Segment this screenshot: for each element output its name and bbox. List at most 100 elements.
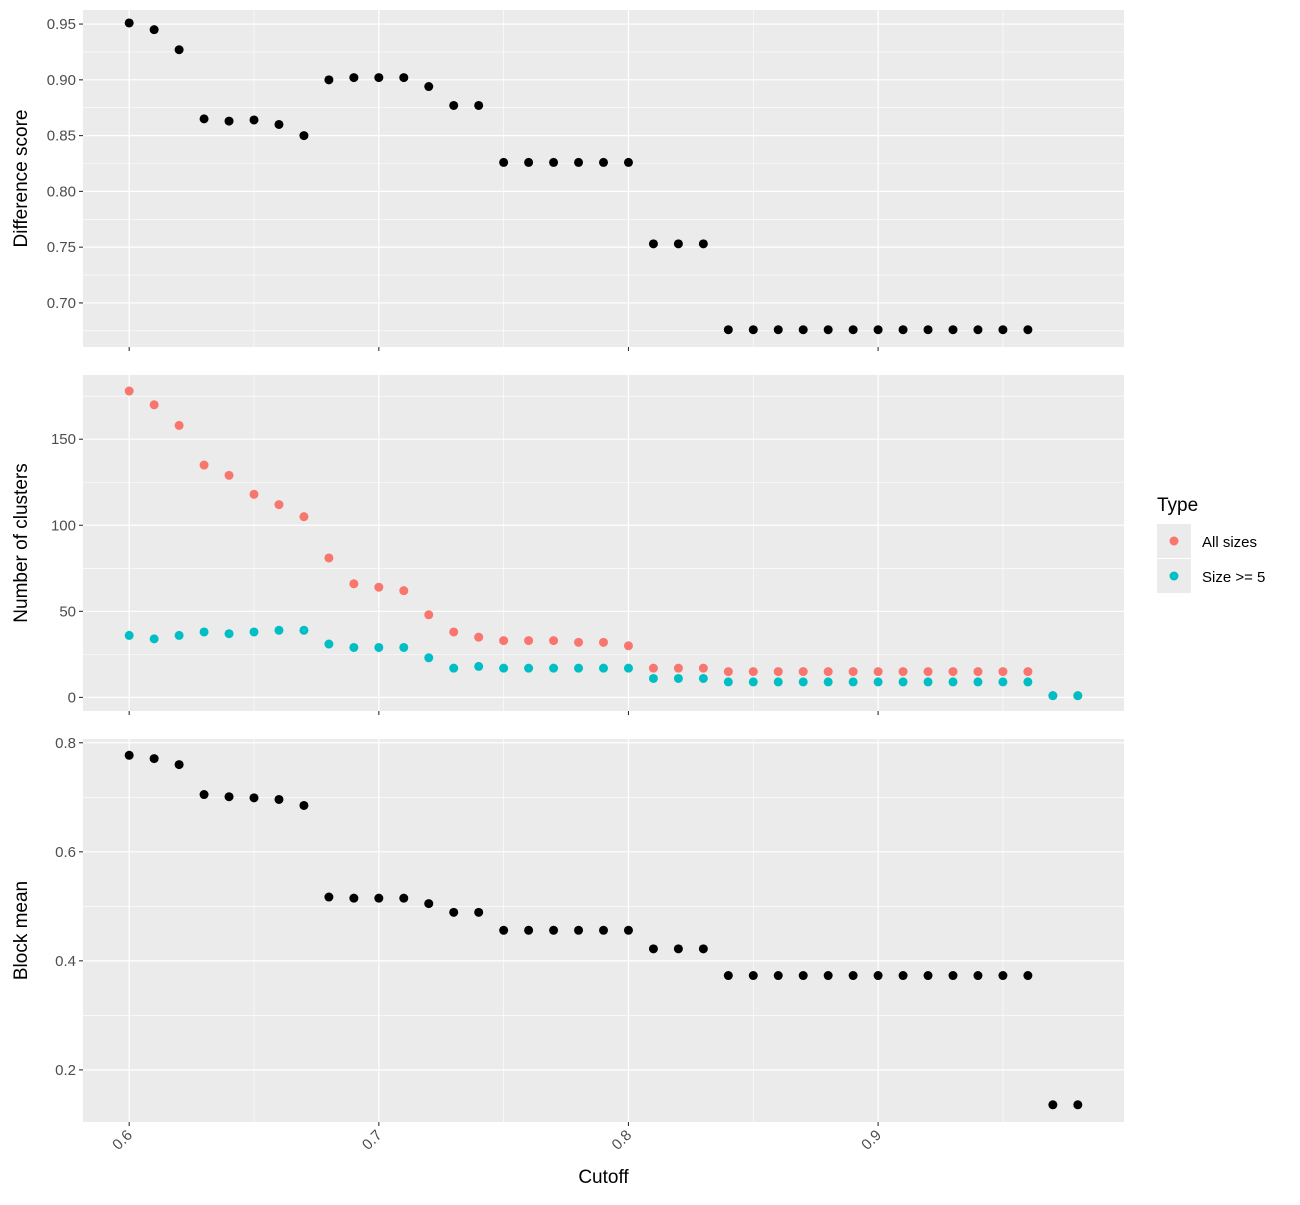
data-point: [549, 636, 559, 646]
data-point: [224, 792, 234, 802]
data-point: [623, 925, 633, 935]
data-point: [324, 892, 334, 902]
data-point: [199, 627, 209, 637]
y-tick-label: 150: [51, 431, 76, 448]
y-tick-label: 0.80: [47, 183, 76, 200]
data-point: [174, 45, 184, 55]
y-tick-label: 0: [68, 689, 76, 706]
data-point: [848, 677, 858, 687]
data-point: [973, 677, 983, 687]
data-point: [124, 630, 134, 640]
data-point: [923, 667, 933, 677]
data-point: [873, 325, 883, 335]
data-point: [249, 793, 259, 803]
data-point: [574, 925, 584, 935]
data-point: [124, 750, 134, 760]
data-point: [623, 157, 633, 167]
data-point: [948, 667, 958, 677]
data-point: [299, 625, 309, 635]
data-point: [823, 971, 833, 981]
data-point: [898, 667, 908, 677]
data-point: [574, 157, 584, 167]
data-point: [923, 325, 933, 335]
data-point: [474, 632, 484, 642]
data-point: [524, 925, 534, 935]
data-point: [349, 642, 359, 652]
data-point: [424, 610, 434, 620]
data-point: [798, 325, 808, 335]
data-point: [698, 673, 708, 683]
data-point: [449, 627, 459, 637]
data-point: [174, 630, 184, 640]
data-point: [424, 899, 434, 909]
data-point: [274, 625, 284, 635]
data-point: [174, 420, 184, 430]
data-point: [973, 325, 983, 335]
data-point: [948, 971, 958, 981]
data-point: [673, 944, 683, 954]
data-point: [449, 663, 459, 673]
data-point: [898, 325, 908, 335]
y-tick-label: 0.8: [55, 735, 76, 752]
data-point: [149, 25, 159, 35]
data-point: [898, 677, 908, 687]
data-point: [823, 677, 833, 687]
data-point: [599, 663, 608, 673]
data-point: [474, 100, 484, 110]
data-point: [648, 944, 658, 954]
data-point: [1073, 1100, 1083, 1110]
data-point: [499, 663, 509, 673]
data-point: [274, 119, 284, 129]
data-point: [1048, 691, 1058, 701]
legend-label: Size >= 5: [1202, 569, 1265, 586]
legend-label: All sizes: [1202, 534, 1257, 551]
data-point: [374, 582, 384, 592]
data-point: [124, 18, 134, 28]
panel-background: [83, 10, 1124, 347]
data-point: [474, 907, 484, 917]
data-point: [823, 667, 833, 677]
data-point: [124, 386, 134, 396]
x-tick-label: 0.7: [359, 1127, 386, 1154]
data-point: [149, 754, 159, 764]
data-point: [773, 971, 783, 981]
data-point: [823, 325, 833, 335]
data-point: [449, 100, 459, 110]
y-tick-label: 0.75: [47, 239, 76, 256]
data-point: [224, 116, 234, 126]
y-tick-label: 0.2: [55, 1062, 76, 1079]
data-point: [898, 971, 908, 981]
y-tick-label: 0.90: [47, 72, 76, 89]
data-point: [349, 893, 359, 903]
data-point: [1023, 667, 1033, 677]
data-point: [249, 489, 259, 499]
data-point: [199, 460, 209, 470]
data-point: [873, 677, 883, 687]
y-tick-label: 0.4: [55, 953, 76, 970]
data-point: [249, 115, 259, 125]
data-point: [748, 971, 758, 981]
data-point: [698, 663, 708, 673]
data-point: [524, 157, 534, 167]
data-point: [324, 553, 334, 563]
legend-key-point: [1169, 571, 1179, 581]
data-point: [374, 642, 384, 652]
data-point: [923, 677, 933, 687]
data-point: [623, 641, 633, 651]
data-point: [998, 677, 1008, 687]
data-point: [673, 663, 683, 673]
data-point: [274, 500, 284, 510]
data-point: [224, 629, 234, 639]
data-point: [524, 636, 534, 646]
data-point: [199, 114, 209, 124]
data-point: [249, 627, 259, 637]
data-point: [374, 73, 384, 83]
data-point: [973, 667, 983, 677]
y-tick-label: 0.70: [47, 295, 76, 312]
data-point: [274, 794, 284, 804]
data-point: [948, 325, 958, 335]
data-point: [524, 663, 534, 673]
data-point: [848, 667, 858, 677]
y-tick-label: 0.85: [47, 128, 76, 145]
